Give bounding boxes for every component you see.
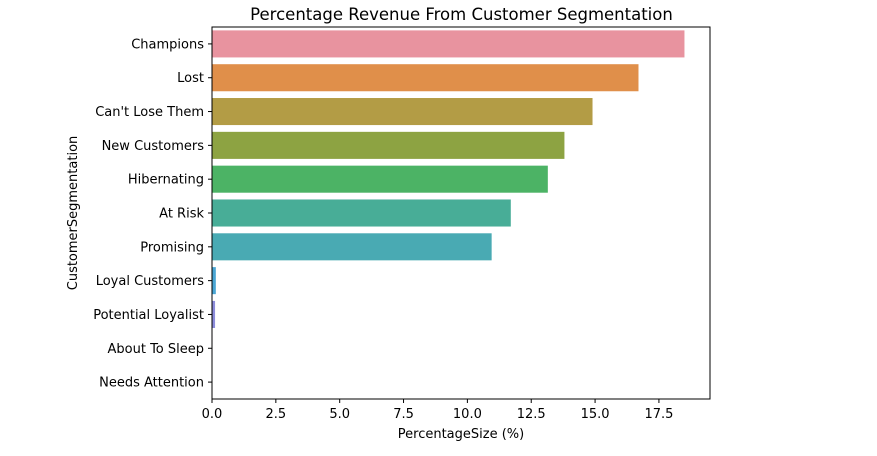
plot-frame [211, 26, 711, 400]
bar-potential-loyalist [212, 300, 216, 328]
x-tick-label: 2.5 [266, 407, 287, 422]
x-tick-label: 0.0 [202, 407, 223, 422]
bar-promising [212, 233, 492, 261]
x-tick-label: 15.0 [581, 407, 610, 422]
chart-title: Percentage Revenue From Customer Segment… [250, 5, 673, 24]
x-axis-ticks: 0.0 2.5 5.0 7.5 10.0 12.5 15.0 17.5 [202, 399, 673, 422]
x-tick-label: 5.0 [329, 407, 350, 422]
bar-champions [212, 30, 685, 58]
x-tick-label: 17.5 [644, 407, 673, 422]
bar-can-t-lose-them [212, 98, 593, 126]
y-axis-ticks: Champions Lost Can't Lose Them New Customer… [93, 37, 212, 391]
y-tick-label: About To Sleep [108, 342, 205, 357]
y-tick-label: Can't Lose Them [95, 105, 204, 120]
x-tick-label: 10.0 [453, 407, 482, 422]
y-tick-label: Loyal Customers [96, 274, 205, 289]
bar-loyal-customers [212, 267, 216, 295]
bar-hibernating [212, 165, 548, 193]
y-tick-label: Hibernating [128, 173, 204, 188]
bars-layer [212, 30, 685, 396]
y-tick-label: Promising [140, 240, 204, 255]
y-tick-label: At Risk [159, 207, 204, 222]
bar-at-risk [212, 199, 511, 227]
y-axis-label: CustomerSegmentation [66, 136, 81, 291]
y-tick-label: Potential Loyalist [93, 308, 204, 323]
y-tick-label: Champions [131, 37, 204, 52]
x-tick-label: 7.5 [393, 407, 414, 422]
bar-lost [212, 64, 639, 92]
x-axis-label: PercentageSize (%) [398, 427, 524, 442]
y-tick-label: Lost [177, 71, 204, 86]
y-tick-label: Needs Attention [99, 376, 204, 391]
y-tick-label: New Customers [102, 139, 205, 154]
bar-new-customers [212, 131, 565, 159]
x-tick-label: 12.5 [517, 407, 546, 422]
